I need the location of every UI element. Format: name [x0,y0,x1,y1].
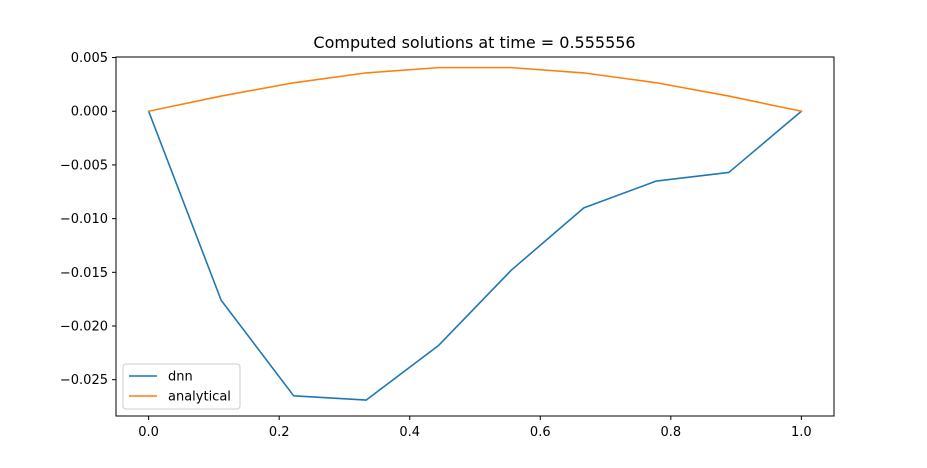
x-tick-label: 0.0 [138,425,159,440]
x-tick-label: 0.8 [660,425,681,440]
x-axis: 0.0 0.2 0.4 0.6 0.8 1.0 [138,416,812,440]
y-tick-label: 0.005 [71,51,108,66]
series-line-dnn [147,110,803,401]
y-tick-label: −0.010 [60,212,108,227]
y-tick-label: 0.000 [71,105,108,120]
x-tick-label: 0.6 [530,425,551,440]
series-layer [147,66,803,401]
y-tick-label: −0.025 [60,373,108,388]
x-tick-label: 1.0 [791,425,812,440]
y-axis: 0.005 0.000 −0.005 −0.010 −0.015 −0.020 −0.025 [60,51,116,388]
x-tick-label: 0.2 [269,425,290,440]
plot-area [115,56,835,417]
chart-title: Computed solutions at time = 0.555556 [313,33,635,52]
legend-label-dnn: dnn [168,370,193,385]
y-tick-label: −0.020 [60,320,108,335]
y-tick-label: −0.005 [60,158,108,173]
series-line-analytical [147,66,803,113]
legend: dnn analytical [122,363,241,410]
axes-frame [115,56,835,417]
legend-label-analytical: analytical [168,390,231,405]
x-tick-label: 0.4 [399,425,420,440]
y-tick-label: −0.015 [60,266,108,281]
